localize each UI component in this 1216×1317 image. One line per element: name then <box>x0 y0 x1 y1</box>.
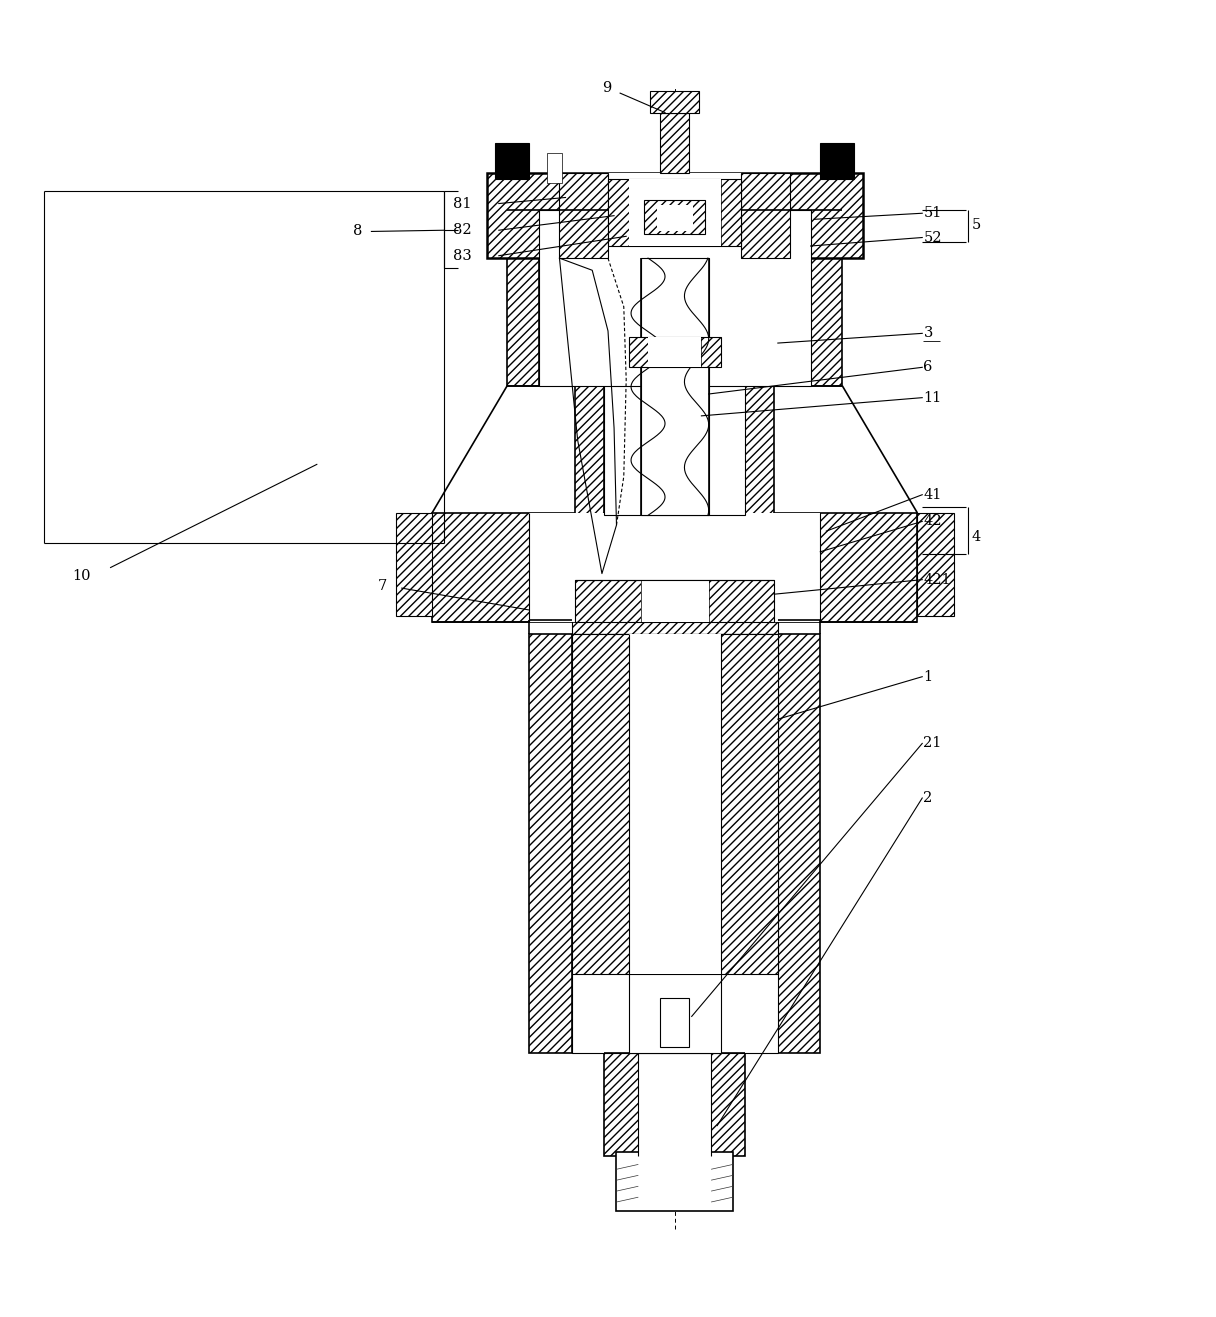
Bar <box>629 635 721 975</box>
Bar <box>641 579 709 622</box>
Bar <box>641 258 709 515</box>
Text: 8: 8 <box>353 224 362 238</box>
Text: 5: 5 <box>972 219 981 232</box>
Bar <box>604 1052 745 1156</box>
Bar <box>608 179 742 246</box>
Text: 52: 52 <box>923 230 942 245</box>
Bar <box>811 209 843 386</box>
Bar <box>507 209 539 386</box>
Bar <box>657 204 693 232</box>
Bar <box>821 142 855 179</box>
Bar <box>917 512 953 616</box>
Text: 21: 21 <box>923 736 942 751</box>
Bar <box>547 153 562 183</box>
Text: 2: 2 <box>923 792 933 805</box>
Bar <box>395 512 432 616</box>
Bar <box>486 174 863 258</box>
Bar <box>604 258 745 515</box>
Bar <box>539 209 811 386</box>
Text: 42: 42 <box>923 515 942 528</box>
Bar <box>648 337 702 367</box>
Bar <box>638 1052 711 1156</box>
Bar <box>651 91 699 112</box>
Bar <box>629 179 721 246</box>
Text: 421: 421 <box>923 573 951 586</box>
Text: 7: 7 <box>377 578 387 593</box>
Bar <box>778 635 821 1052</box>
Bar <box>529 635 572 1052</box>
Bar <box>432 512 917 622</box>
Text: 4: 4 <box>972 531 981 544</box>
Bar <box>572 635 778 975</box>
Bar <box>529 512 821 622</box>
Text: 81: 81 <box>452 196 472 211</box>
Text: 10: 10 <box>72 569 90 583</box>
Text: 83: 83 <box>452 249 472 262</box>
Bar <box>495 142 529 179</box>
Text: 3: 3 <box>923 327 933 340</box>
Text: 9: 9 <box>602 82 612 95</box>
Bar <box>572 635 778 1052</box>
Bar <box>559 174 790 258</box>
Bar <box>617 1152 733 1210</box>
Text: 51: 51 <box>923 207 942 220</box>
Text: 6: 6 <box>923 361 933 374</box>
Text: 82: 82 <box>452 224 472 237</box>
Bar <box>572 620 778 635</box>
Bar <box>575 258 604 515</box>
Bar <box>660 998 689 1047</box>
Bar <box>660 112 689 174</box>
Bar <box>644 200 705 234</box>
Text: 41: 41 <box>923 487 942 502</box>
Bar <box>629 337 721 367</box>
Bar <box>745 258 775 515</box>
Bar <box>629 975 721 1052</box>
Bar <box>742 174 790 258</box>
Bar <box>559 174 608 258</box>
Text: 1: 1 <box>923 670 933 684</box>
Bar <box>575 579 775 622</box>
Text: 11: 11 <box>923 391 941 404</box>
